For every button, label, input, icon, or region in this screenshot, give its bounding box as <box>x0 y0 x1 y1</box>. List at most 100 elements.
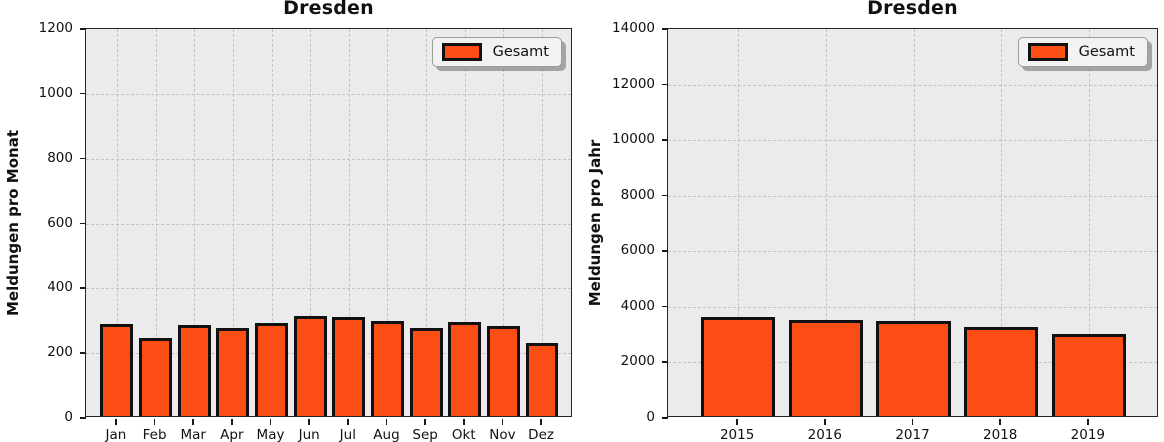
plot-area: Gesamt <box>667 28 1158 417</box>
y-axis-label: Meldungen pro Jahr <box>586 139 604 306</box>
gridline-horizontal <box>668 84 1157 86</box>
bar <box>448 322 482 416</box>
bar <box>1051 334 1127 416</box>
legend: Gesamt <box>1017 37 1148 67</box>
x-tick-mark <box>269 419 272 425</box>
y-tick-label: 1000 <box>38 84 73 101</box>
legend-label: Gesamt <box>1078 44 1135 60</box>
gridline-vertical <box>232 29 234 416</box>
x-tick-mark <box>911 419 914 425</box>
x-tick-label: Dez <box>528 427 554 442</box>
x-tick-mark <box>308 419 310 425</box>
y-tick-mark <box>80 352 86 354</box>
gridline-vertical <box>1001 29 1003 416</box>
x-tick-label: 2015 <box>719 427 755 442</box>
y-tick-mark <box>662 28 668 30</box>
y-tick-label: 0 <box>64 409 73 425</box>
x-tick-label: 2019 <box>1070 427 1106 442</box>
bar <box>100 323 134 416</box>
bar <box>255 322 288 416</box>
y-tick-mark <box>80 287 86 289</box>
y-tick-mark <box>662 250 668 252</box>
gridline-vertical <box>825 29 827 416</box>
bar <box>139 338 172 416</box>
plot-area: Gesamt <box>85 28 572 417</box>
bar <box>216 327 250 416</box>
x-tick-mark <box>736 419 738 425</box>
x-tick-mark <box>231 419 233 425</box>
x-tick-label: Jul <box>339 427 356 442</box>
y-tick-mark <box>662 194 668 197</box>
bar <box>788 320 864 416</box>
x-tick-label: Apr <box>220 427 244 442</box>
x-tick-mark <box>347 419 349 425</box>
gridline-horizontal <box>668 306 1157 308</box>
y-tick-mark <box>662 139 668 141</box>
gridline-horizontal <box>668 251 1157 253</box>
y-tick-mark <box>662 417 668 419</box>
y-tick-mark <box>80 92 86 95</box>
x-tick-mark <box>1087 419 1089 425</box>
x-tick-mark <box>501 419 504 425</box>
gridline-vertical <box>503 29 505 416</box>
gridline-horizontal <box>668 140 1157 142</box>
bar <box>332 317 366 416</box>
x-tick-label: Sep <box>412 427 438 442</box>
bar <box>525 342 559 416</box>
x-tick-label: Jan <box>105 427 127 442</box>
chart-title: Dresden <box>867 0 958 19</box>
y-tick-label: 6000 <box>620 242 655 259</box>
x-tick-mark <box>540 419 542 425</box>
bar <box>409 327 443 416</box>
legend: Gesamt <box>431 37 562 67</box>
y-tick-label: 200 <box>47 344 73 361</box>
gridline-horizontal <box>86 93 571 95</box>
monthly-chart: Dresden Meldungen pro Monat Gesamt 0 200 4… <box>4 0 572 442</box>
chart-title: Dresden <box>283 0 374 19</box>
y-tick-label: 2000 <box>620 353 655 370</box>
gridline-vertical <box>116 29 118 416</box>
x-tick-label: 2018 <box>982 427 1018 442</box>
x-tick-label: 2016 <box>807 427 842 442</box>
y-tick-label: 1200 <box>38 20 73 36</box>
y-tick-mark <box>80 222 86 225</box>
gridline-vertical <box>1088 29 1090 416</box>
yearly-chart: Dresden Meldungen pro Jahr Gesamt 0 2000 4… <box>582 0 1164 442</box>
gridline-vertical <box>426 29 428 416</box>
y-tick-label: 12000 <box>612 75 655 92</box>
gridline-vertical <box>542 29 544 416</box>
bar <box>487 326 520 416</box>
y-tick-label: 8000 <box>620 186 655 203</box>
x-tick-mark <box>385 419 388 425</box>
y-tick-label: 4000 <box>620 297 655 314</box>
y-tick-mark <box>662 83 668 86</box>
gridline-vertical <box>310 29 312 416</box>
y-tick-label: 14000 <box>612 20 655 36</box>
x-tick-label: 2017 <box>895 427 930 442</box>
bar <box>700 316 776 416</box>
y-tick-mark <box>80 28 86 30</box>
y-tick-mark <box>662 361 668 364</box>
y-tick-label: 10000 <box>612 131 655 148</box>
x-tick-mark <box>115 419 117 425</box>
gridline-vertical <box>271 29 273 416</box>
gridline-vertical <box>155 29 157 416</box>
x-tick-label: Mar <box>180 427 206 442</box>
y-tick-mark <box>662 305 668 308</box>
gridline-vertical <box>194 29 196 416</box>
y-tick-label: 400 <box>47 279 73 296</box>
x-tick-mark <box>999 419 1001 425</box>
legend-label: Gesamt <box>492 44 549 60</box>
x-tick-mark <box>153 419 156 425</box>
bar <box>371 321 404 416</box>
gridline-vertical <box>738 29 740 416</box>
gridline-vertical <box>913 29 915 416</box>
x-tick-mark <box>192 419 195 425</box>
gridline-horizontal <box>86 288 571 290</box>
bar <box>293 316 327 416</box>
bar <box>876 320 951 416</box>
x-tick-label: Jun <box>298 427 320 442</box>
gridline-vertical <box>464 29 466 416</box>
x-tick-mark <box>424 419 426 425</box>
